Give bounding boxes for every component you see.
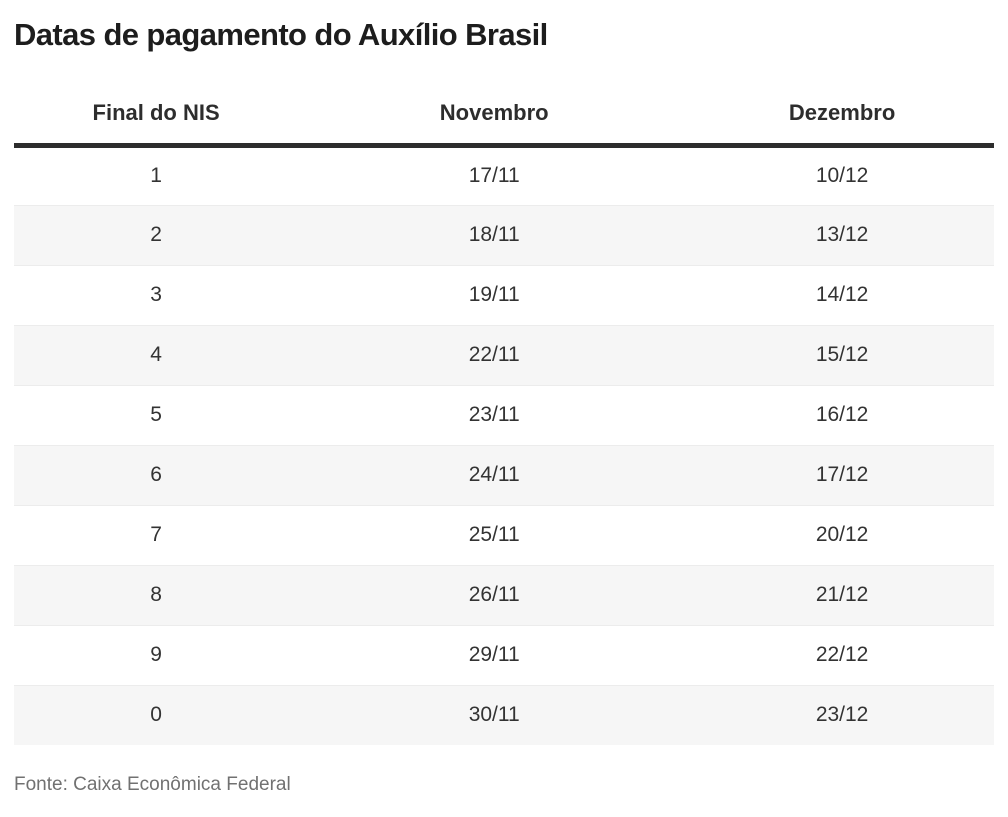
cell-dezembro: 22/12: [815, 643, 869, 667]
cell-final-do-nis: 6: [150, 463, 162, 487]
cell-novembro: 17/11: [468, 164, 520, 188]
table-row: 8 26/11 21/12: [14, 565, 994, 626]
table-row: 9 29/11 22/12: [14, 625, 994, 686]
cell-novembro: 18/11: [468, 223, 520, 247]
table-row: 2 18/11 13/12: [14, 205, 994, 266]
payment-dates-table: Final do NIS Novembro Dezembro 1 17/11 10/…: [14, 52, 994, 746]
cell-final-do-nis: 3: [150, 283, 162, 307]
cell-dezembro: 21/12: [815, 583, 869, 607]
cell-dezembro: 17/12: [815, 463, 869, 487]
cell-novembro: 23/11: [468, 403, 520, 427]
cell-novembro: 24/11: [468, 463, 520, 487]
cell-novembro: 22/11: [468, 343, 520, 367]
cell-dezembro: 14/12: [815, 283, 869, 307]
cell-novembro: 26/11: [468, 583, 520, 607]
table-row: 1 17/11 10/12: [14, 145, 994, 206]
cell-novembro: 25/11: [468, 523, 520, 547]
table-body: 1 17/11 10/12 2 18/11 13/12 3 19/11 14/12 4 22/11 1…: [14, 145, 994, 746]
column-header-novembro: Novembro: [298, 52, 691, 148]
cell-final-do-nis: 0: [150, 703, 162, 727]
table-row: 0 30/11 23/12: [14, 685, 994, 746]
cell-final-do-nis: 4: [150, 343, 162, 367]
cell-dezembro: 10/12: [815, 164, 869, 188]
cell-final-do-nis: 8: [150, 583, 162, 607]
column-header-final-do-nis: Final do NIS: [14, 52, 299, 148]
cell-dezembro: 13/12: [815, 223, 869, 247]
cell-final-do-nis: 9: [150, 643, 162, 667]
cell-novembro: 19/11: [468, 283, 520, 307]
table-row: 7 25/11 20/12: [14, 505, 994, 566]
table-row: 6 24/11 17/12: [14, 445, 994, 506]
table-row: 3 19/11 14/12: [14, 265, 994, 326]
cell-dezembro: 20/12: [815, 523, 869, 547]
column-header-dezembro: Dezembro: [690, 52, 994, 148]
cell-novembro: 30/11: [468, 703, 520, 727]
cell-dezembro: 23/12: [815, 703, 869, 727]
cell-novembro: 29/11: [468, 643, 520, 667]
cell-final-do-nis: 1: [150, 164, 162, 188]
table-row: 5 23/11 16/12: [14, 385, 994, 446]
cell-final-do-nis: 2: [150, 223, 162, 247]
cell-dezembro: 15/12: [815, 343, 869, 367]
table-row: 4 22/11 15/12: [14, 325, 994, 386]
cell-dezembro: 16/12: [815, 403, 869, 427]
cell-final-do-nis: 7: [150, 523, 162, 547]
table-header-row: Final do NIS Novembro Dezembro: [14, 52, 994, 148]
source-note: Fonte: Caixa Econômica Federal: [14, 774, 291, 796]
cell-final-do-nis: 5: [150, 403, 162, 427]
page-title: Datas de pagamento do Auxílio Brasil: [14, 17, 548, 52]
